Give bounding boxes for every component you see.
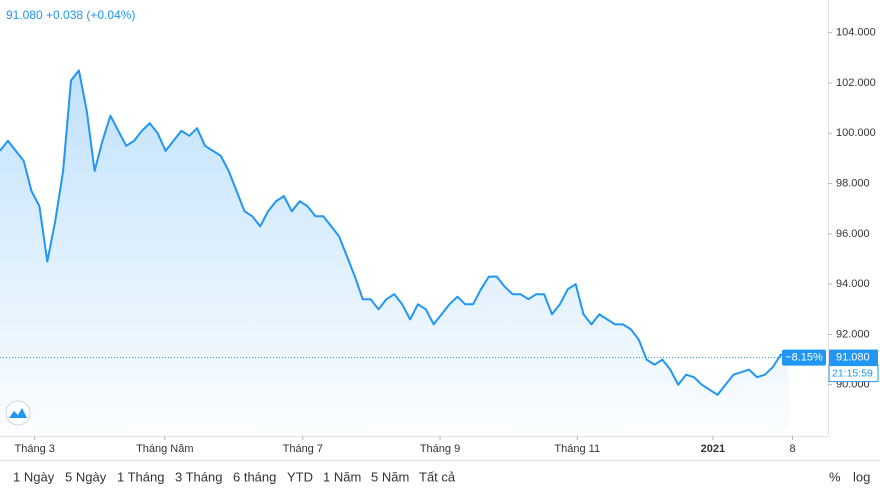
y-tick-label: 96.000	[836, 228, 870, 240]
x-tick-label: Tháng 7	[283, 443, 323, 455]
range-button[interactable]: 1 Tháng	[117, 469, 164, 484]
y-tick-label: 104.000	[836, 27, 876, 39]
logo	[5, 400, 31, 426]
range-button[interactable]: 5 Năm	[371, 469, 409, 484]
time-badge	[828, 365, 879, 383]
scale-button[interactable]: %	[829, 469, 841, 484]
x-tick-label: Tháng 3	[15, 443, 55, 455]
x-tick-label: Tháng Năm	[136, 443, 193, 455]
y-tick-label: 98.000	[836, 177, 870, 189]
scale-button[interactable]: log	[853, 469, 870, 484]
range-button[interactable]: 1 Năm	[323, 469, 361, 484]
x-tick-label: 2021	[701, 443, 725, 455]
range-button[interactable]: YTD	[287, 469, 313, 484]
y-tick-label: 94.000	[836, 278, 870, 290]
price-line	[0, 69, 789, 396]
y-tick-label: 100.000	[836, 127, 876, 139]
x-tick-label: Tháng 11	[554, 443, 600, 455]
range-button[interactable]: 5 Ngày	[65, 469, 107, 484]
range-button[interactable]: Tất cả	[419, 469, 456, 484]
plot	[0, 69, 789, 431]
range-button[interactable]: 1 Ngày	[13, 469, 55, 484]
area-fill	[0, 70, 789, 431]
x-tick-label: Tháng 9	[420, 443, 460, 455]
last-price-label: 91.080	[836, 351, 870, 363]
change-badge	[782, 349, 826, 366]
range-button[interactable]: 6 tháng	[233, 469, 276, 484]
header-quote: 91.080 +0.038 (+0.04%)	[6, 8, 135, 22]
y-tick-label: 102.000	[836, 77, 876, 89]
time-label: 21:15:59	[832, 367, 873, 379]
last-price-badge	[829, 349, 878, 366]
x-tick-label: 8	[789, 443, 795, 455]
y-tick-label: 92.000	[836, 328, 870, 340]
change-label: −8.15%	[785, 351, 823, 363]
range-button[interactable]: 3 Tháng	[175, 469, 222, 484]
